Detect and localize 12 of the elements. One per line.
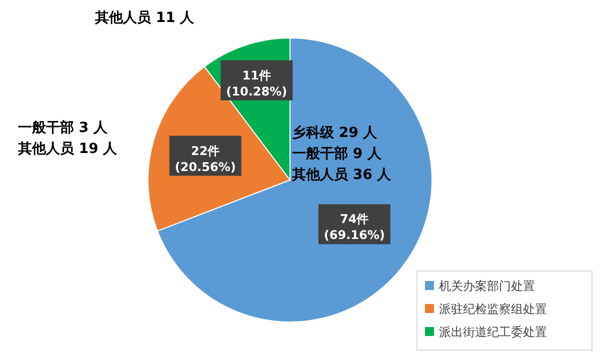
data-label: 74件 (69.16%) [324,212,385,242]
text: 其他人员 11 人 [94,10,196,26]
legend-label: 机关办案部门处置 [439,279,535,293]
text: 其他人员 36 人 [291,167,392,183]
legend-label: 派出街道纪工委处置 [439,325,547,339]
text: 一般干部 3 人 [18,119,108,136]
text: 乡科级 29 人 [292,124,378,141]
legend-label: 派驻纪检监察组处置 [439,302,547,316]
data-label: 11件 (10.28%) [226,68,288,98]
data-label: 22件 (20.56%) [174,144,236,174]
text: 一般干部 9 人 [292,145,382,162]
text: 其他人员 19 人 [17,141,118,157]
